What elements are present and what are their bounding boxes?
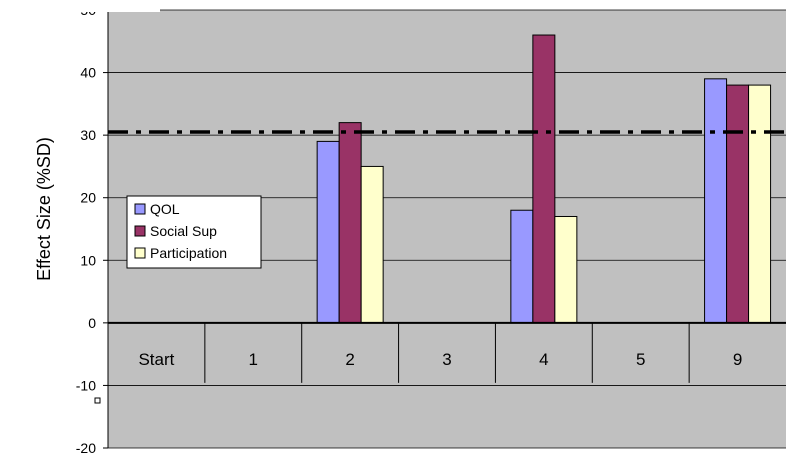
legend-box (126, 195, 262, 269)
y-axis-label: Effect Size (%SD) (34, 137, 54, 281)
y-tick-label: 10 (80, 252, 96, 268)
bar (554, 215, 578, 324)
category-label: 5 (636, 350, 645, 369)
bars (316, 34, 772, 324)
category-label: 1 (249, 350, 258, 369)
y-tick-label: 30 (80, 127, 96, 143)
category-labels: Start 1 2 3 4 5 9 (138, 350, 742, 369)
legend: QOL Social Sup Participation (126, 195, 262, 269)
bar (704, 78, 728, 324)
bar (532, 34, 556, 324)
category-label: 3 (442, 350, 451, 369)
category-label: Start (138, 350, 174, 369)
bar (338, 122, 362, 324)
legend-swatch (134, 247, 146, 259)
top-left-cover (40, 0, 160, 12)
y-tick-labels: -20-1001020304050 (76, 2, 96, 456)
legend-label: QOL (150, 201, 180, 217)
bar (510, 209, 534, 324)
bar (748, 84, 772, 324)
category-label: 2 (345, 350, 354, 369)
y-tick-label: 0 (88, 315, 96, 331)
y-tick-label: 20 (80, 190, 96, 206)
category-label: 9 (733, 350, 742, 369)
small-marker (94, 397, 101, 404)
bar (726, 84, 750, 324)
bar (316, 140, 340, 324)
y-tick-label: -10 (76, 377, 96, 393)
legend-swatch (134, 225, 146, 237)
y-tick-label: -20 (76, 440, 96, 456)
category-label: 4 (539, 350, 548, 369)
legend-label: Participation (150, 245, 227, 261)
legend-swatch (134, 203, 146, 215)
bar (360, 165, 384, 324)
legend-label: Social Sup (150, 223, 217, 239)
y-tick-label: 40 (80, 65, 96, 81)
